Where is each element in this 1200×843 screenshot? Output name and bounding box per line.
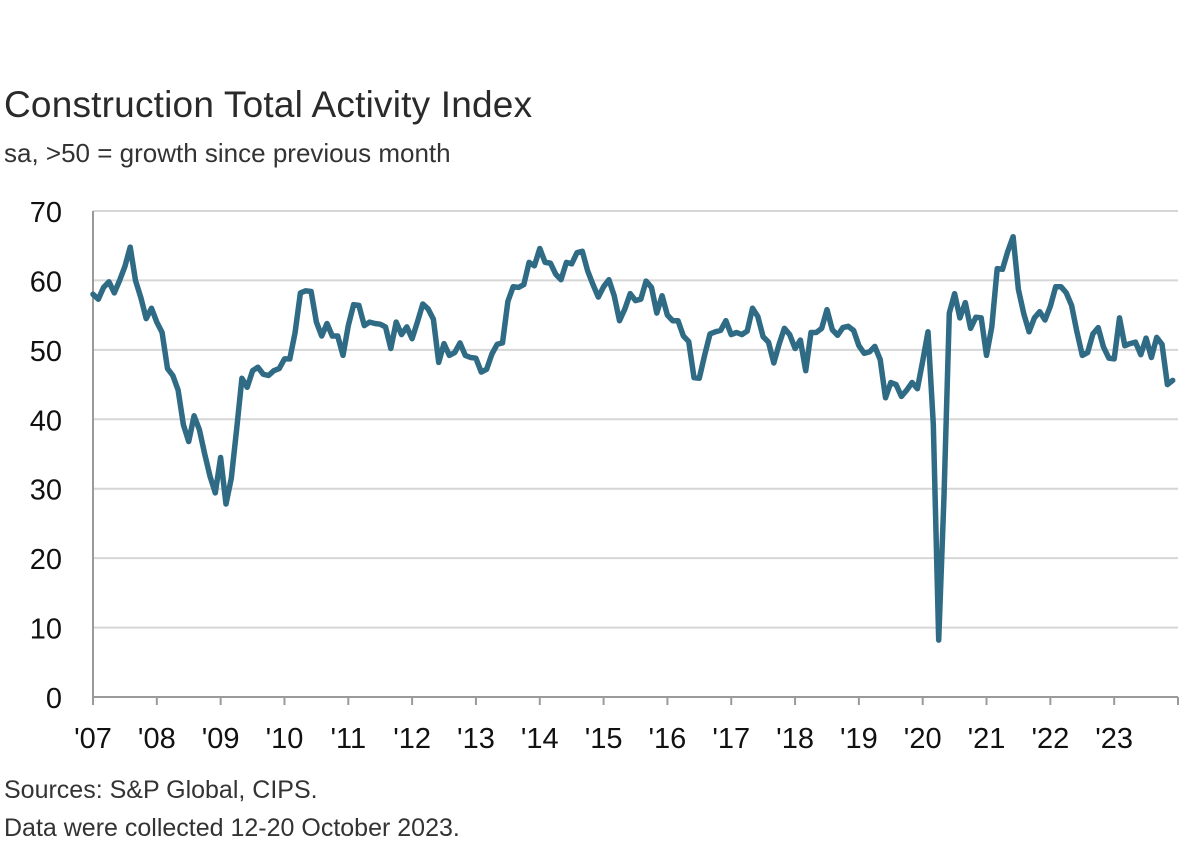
series-line-0 [90,233,1176,643]
y-tick-label: 40 [30,405,62,437]
x-tick-label: '19 [840,723,878,755]
x-tick-label: '10 [266,723,304,755]
x-tick-label: '18 [776,723,814,755]
y-tick-label: 10 [30,614,62,646]
x-tick-label: '23 [1095,723,1133,755]
x-tick-label: '16 [649,723,687,755]
y-tick-label: 60 [30,266,62,298]
y-tick-label: 0 [46,683,62,715]
x-tick-label: '12 [393,723,431,755]
x-axis-ticks: '07 '08 '09 '10 '11 '12 '13 '14 '15 '16 '17 '18 '19 '… [74,697,1179,755]
x-tick-label: '21 [968,723,1006,755]
series-layer [90,233,1176,643]
x-tick-label: '08 [138,723,176,755]
line-chart: 0 10 20 30 40 50 60 70 '07 '08 '09 '10 '11 '12 '13 '14… [30,197,1179,755]
x-tick-label: '14 [521,723,559,755]
x-tick-label: '13 [457,723,495,755]
chart-title: Construction Total Activity Index [4,84,533,125]
y-tick-label: 20 [30,544,62,576]
x-tick-label: '20 [904,723,942,755]
y-tick-label: 70 [30,197,62,229]
x-tick-label: '22 [1031,723,1069,755]
x-tick-label: '17 [712,723,750,755]
y-tick-label: 30 [30,475,62,507]
x-tick-label: '15 [585,723,623,755]
y-axis-ticks: 0 10 20 30 40 50 60 70 [30,197,62,715]
y-tick-label: 50 [30,336,62,368]
x-tick-label: '07 [74,723,112,755]
data-collection-note: Data were collected 12-20 October 2023. [4,814,460,842]
x-tick-label: '11 [330,723,366,755]
x-tick-label: '09 [202,723,240,755]
source-note: Sources: S&P Global, CIPS. [4,776,318,804]
chart-subtitle: sa, >50 = growth since previous month [4,138,451,168]
